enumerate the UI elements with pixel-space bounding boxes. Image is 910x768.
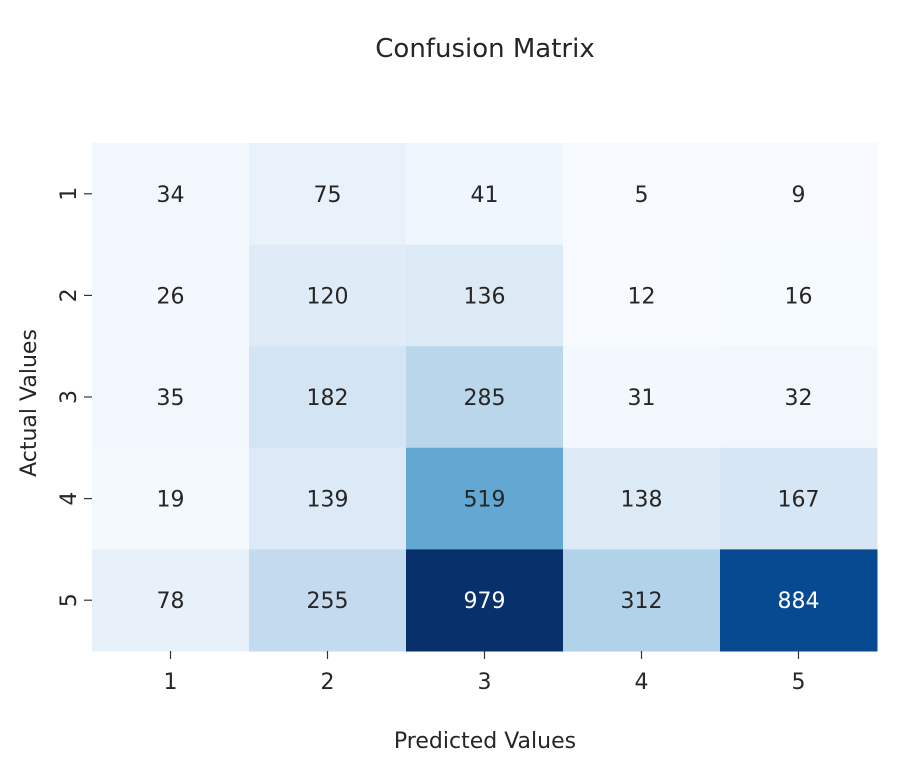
heatmap-cell-r4-c2 [249,447,407,550]
cell-value-r2-c1: 26 [157,284,185,309]
cell-value-r4-c1: 19 [157,488,185,513]
cell-value-r5-c4: 312 [621,589,663,614]
y-tick-label-1: 1 [57,187,82,201]
x-tick-label-2: 2 [321,670,335,695]
heatmap-cell-r4-c3 [406,447,564,550]
y-tick-label-4: 4 [57,492,82,506]
cell-value-r1-c4: 5 [635,183,649,208]
y-tick-label-2: 2 [57,288,82,302]
y-axis-label: Actual Values [17,329,42,477]
heatmap-cell-r3-c3 [406,346,564,449]
cell-value-r2-c4: 12 [628,284,656,309]
chart-title: Confusion Matrix [375,34,594,64]
x-tick-label-5: 5 [792,670,806,695]
heatmap-cell-r5-c2 [249,549,407,652]
cell-value-r1-c1: 34 [157,183,185,208]
heatmap-cell-r2-c2 [249,244,407,347]
heatmap-cell-r5-c4 [563,549,721,652]
cell-value-r4-c2: 139 [307,488,349,513]
heatmap-cell-r4-c1 [92,447,250,550]
cell-value-r5-c3: 979 [464,589,506,614]
x-axis-ticks: 1 2 3 4 5 [164,651,806,695]
heatmap-cell-r5-c1 [92,549,250,652]
cell-value-r4-c3: 519 [464,488,506,513]
cell-value-r2-c2: 120 [307,284,349,309]
cell-value-r3-c5: 32 [785,386,813,411]
heatmap-cell-r2-c4 [563,244,721,347]
cell-value-r3-c2: 182 [307,386,349,411]
heatmap-cells [92,143,878,652]
heatmap-cell-r1-c4 [563,143,721,246]
cell-value-r3-c1: 35 [157,386,185,411]
y-tick-label-5: 5 [57,593,82,607]
y-axis-ticks: 1 2 3 4 5 [57,187,92,607]
heatmap-cell-r1-c5 [720,143,878,246]
cell-value-r4-c5: 167 [778,488,820,513]
heatmap-cell-labels: 34 75 41 5 9 26 120 136 12 16 35 182 285 31 32 19 139 519… [157,183,820,614]
heatmap-cell-r3-c2 [249,346,407,449]
x-tick-label-3: 3 [478,670,492,695]
heatmap-cell-r4-c4 [563,447,721,550]
x-axis-label: Predicted Values [394,729,576,754]
cell-value-r2-c3: 136 [464,284,506,309]
y-tick-label-3: 3 [57,390,82,404]
heatmap-cell-r5-c3 [406,549,564,652]
cell-value-r1-c5: 9 [792,183,806,208]
cell-value-r5-c1: 78 [157,589,185,614]
heatmap-cell-r3-c5 [720,346,878,449]
heatmap-cell-r2-c3 [406,244,564,347]
cell-value-r1-c2: 75 [314,183,342,208]
cell-value-r3-c3: 285 [464,386,506,411]
heatmap-cell-r2-c5 [720,244,878,347]
heatmap-cell-r3-c4 [563,346,721,449]
heatmap-cell-r3-c1 [92,346,250,449]
cell-value-r5-c2: 255 [307,589,349,614]
cell-value-r5-c5: 884 [778,589,820,614]
heatmap-cell-r1-c1 [92,143,250,246]
cell-value-r2-c5: 16 [785,284,813,309]
x-tick-label-1: 1 [164,670,178,695]
cell-value-r4-c4: 138 [621,488,663,513]
heatmap-cell-r1-c3 [406,143,564,246]
x-tick-label-4: 4 [635,670,649,695]
cell-value-r1-c3: 41 [471,183,499,208]
heatmap-cell-r2-c1 [92,244,250,347]
cell-value-r3-c4: 31 [628,386,656,411]
heatmap-cell-r1-c2 [249,143,407,246]
heatmap-cell-r4-c5 [720,447,878,550]
heatmap-cell-r5-c5 [720,549,878,652]
